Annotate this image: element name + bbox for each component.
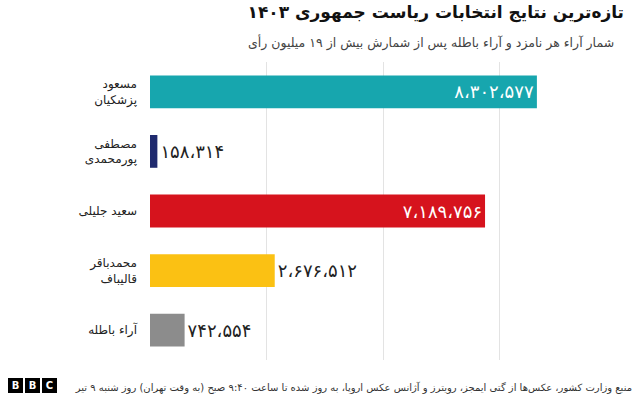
svg-text:۲،۶۷۶،۵۱۲: ۲،۶۷۶،۵۱۲ <box>278 260 357 281</box>
svg-text:محمدباقرقالیباف: محمدباقرقالیباف <box>89 256 137 286</box>
html-text:منبع وزارت کشور، عکس‌ها از گتی: منبع وزارت کشور، عکس‌ها از گتی ایمجز، رو… <box>75 381 632 393</box>
svg-text:۷،۱۸۹،۷۵۶: ۷،۱۸۹،۷۵۶ <box>403 201 482 222</box>
svg-text:۱۵۸،۳۱۴: ۱۵۸،۳۱۴ <box>160 141 224 162</box>
svg-text:۸،۳۰۲،۵۷۷: ۸،۳۰۲،۵۷۷ <box>454 81 534 102</box>
svg-text:۷۴۲،۵۵۴: ۷۴۲،۵۵۴ <box>188 320 252 341</box>
svg-text:سعید جلیلی: سعید جلیلی <box>78 204 137 218</box>
html-text:C: C <box>45 380 54 391</box>
html-text:B: B <box>28 380 37 391</box>
svg-text:آراء باطله: آراء باطله <box>88 322 138 338</box>
svg-text:تازه‌ترین نتایج انتخابات ریاست: تازه‌ترین نتایج انتخابات ریاست جمهوری ۱۴… <box>248 2 624 23</box>
html-text:B: B <box>11 380 20 391</box>
svg-text:شمار آراء هر نامزد و آراء باطل: شمار آراء هر نامزد و آراء باطله پس از شم… <box>248 34 614 51</box>
svg-text:مصطفیپورمحمدی: مصطفیپورمحمدی <box>85 137 137 168</box>
svg-text:مسعودپزشکیان: مسعودپزشکیان <box>94 77 137 108</box>
